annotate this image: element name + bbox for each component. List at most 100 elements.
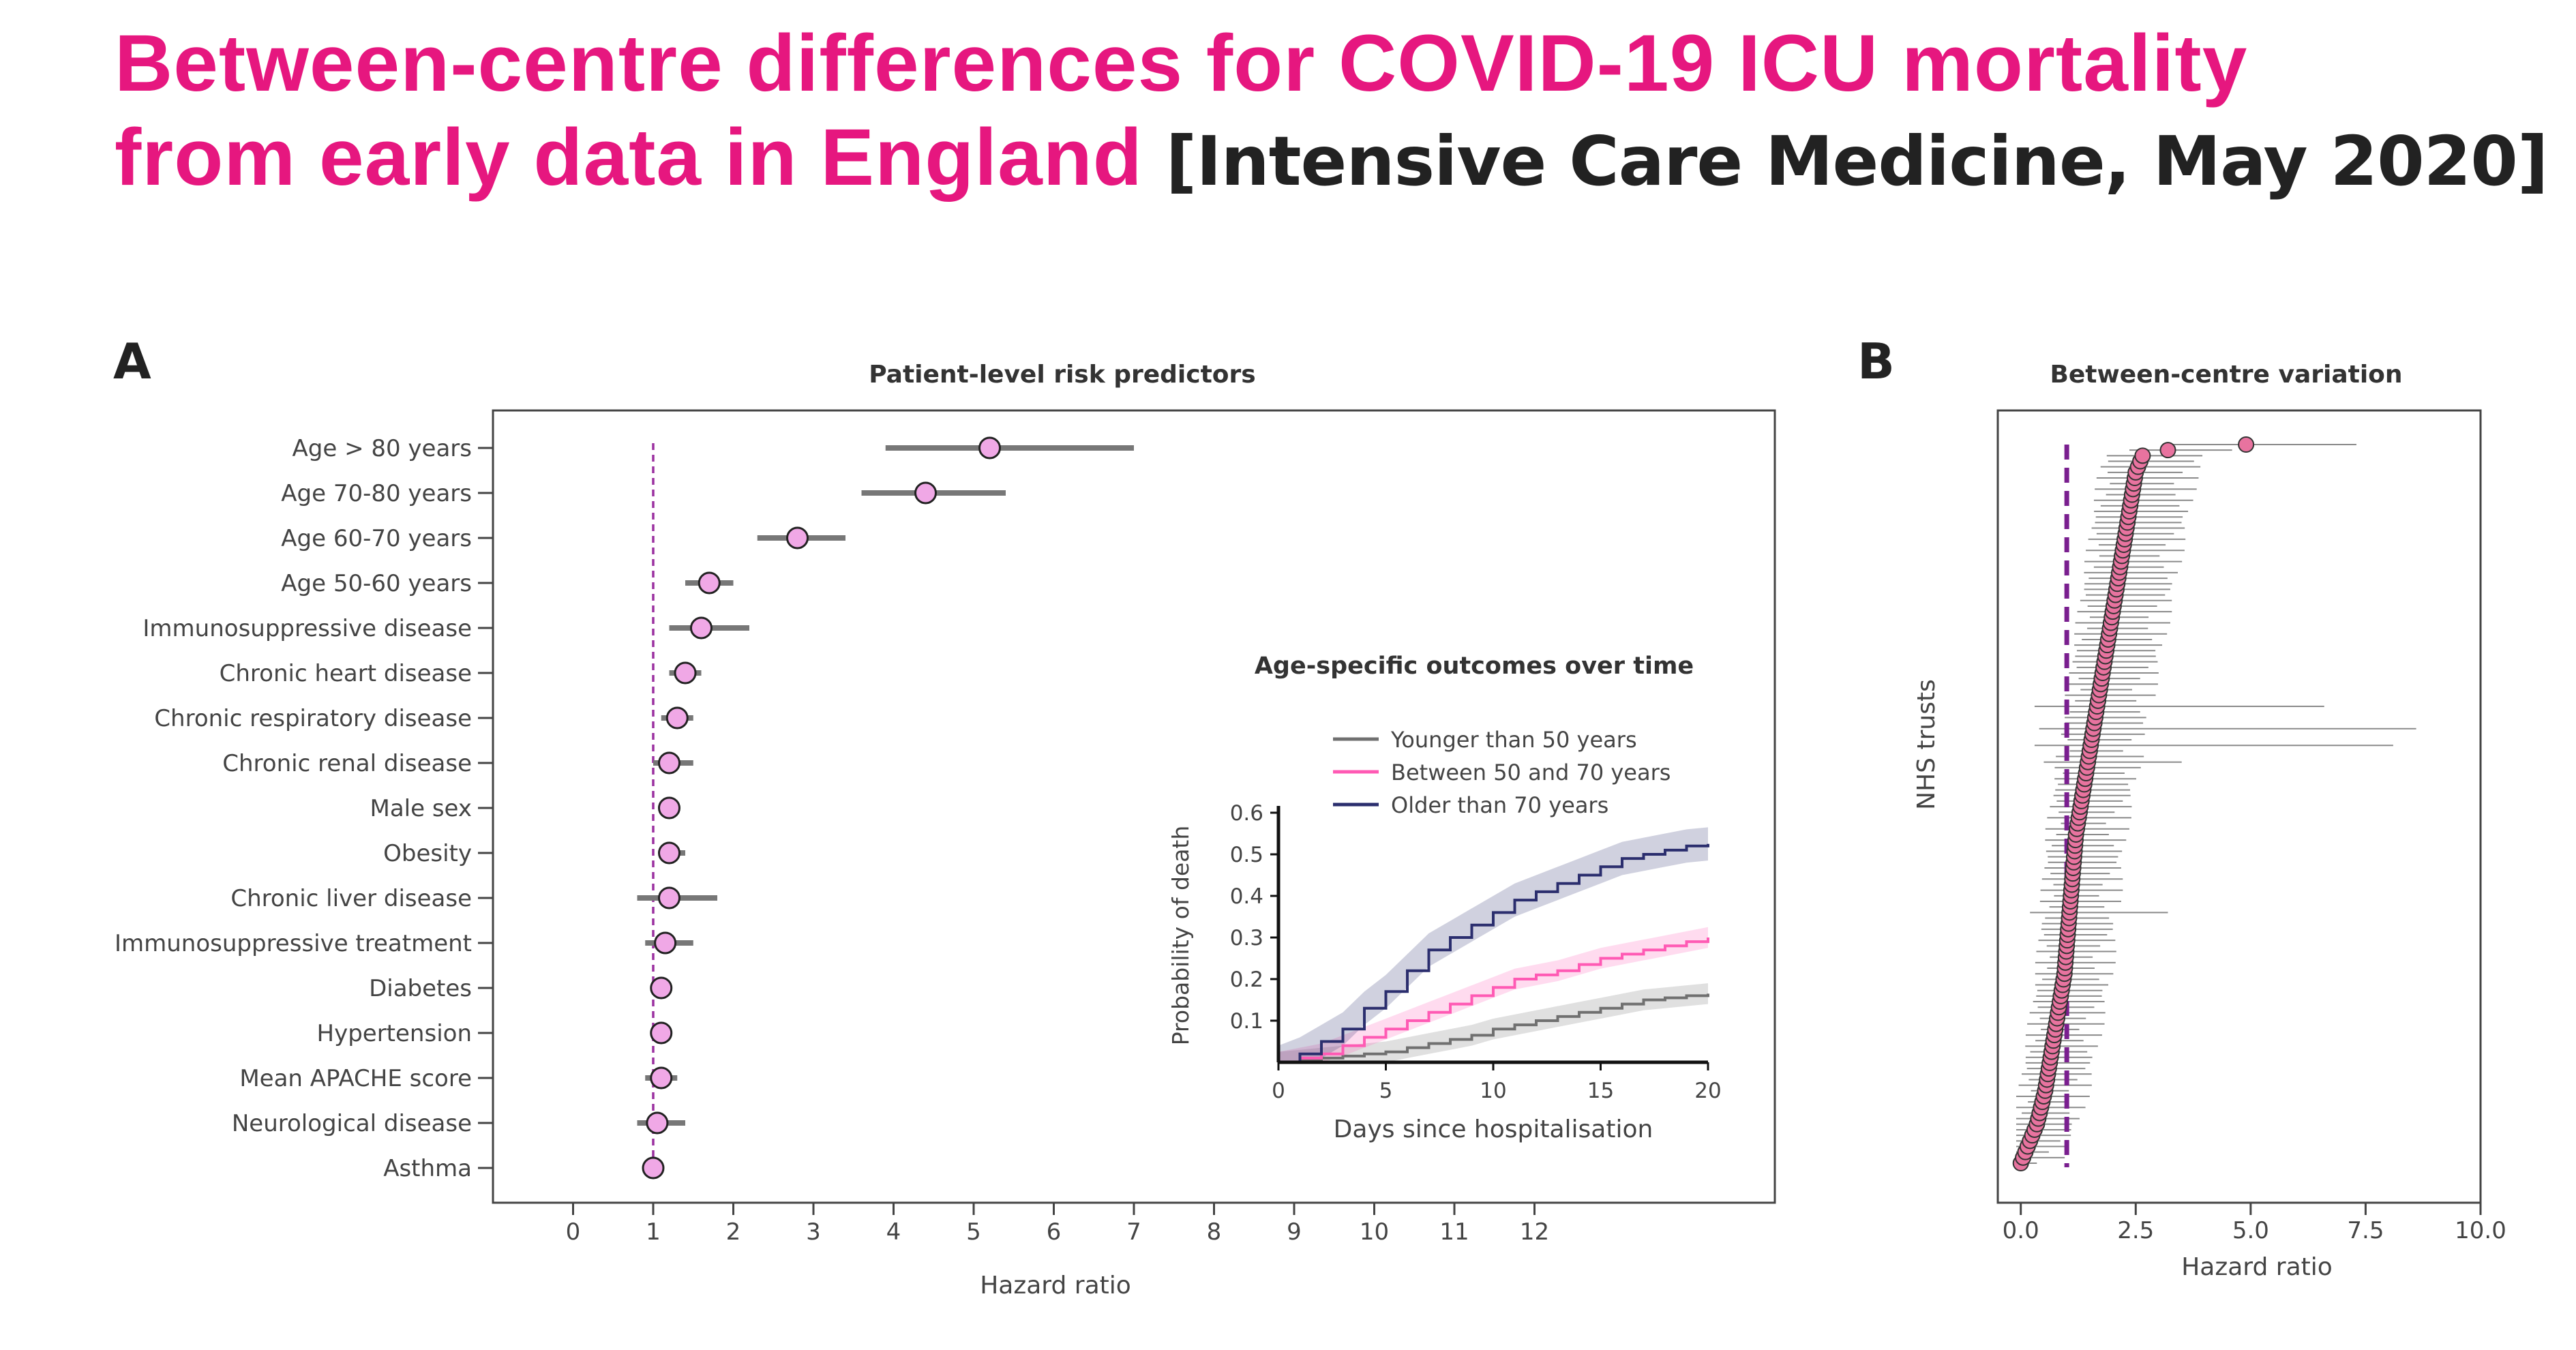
row-label: Age > 80 years	[293, 435, 473, 462]
inset-x-tick-label: 5	[1379, 1079, 1393, 1103]
x-tick-label: 2.5	[2117, 1217, 2154, 1244]
panel-b-points	[2012, 436, 2255, 1171]
panel-a-x-ticks: 0 1 2 3 4 5 6 7 8 9 10 11 12	[566, 1203, 1549, 1246]
hazard-ratio-point	[698, 571, 721, 595]
forest-row: Obesity	[383, 840, 685, 867]
x-tick-label: 0	[566, 1218, 581, 1246]
forest-row: Male sex	[370, 795, 680, 822]
row-label: Mean APACHE score	[239, 1065, 472, 1092]
row-label: Asthma	[383, 1155, 472, 1182]
x-tick-label: 0.0	[2003, 1217, 2039, 1244]
inset-y-tick-label: 0.6	[1230, 801, 1263, 826]
x-tick-label: 9	[1287, 1218, 1302, 1246]
legend-label: Older than 70 years	[1391, 792, 1608, 818]
inset-x-tick-label: 10	[1480, 1079, 1506, 1103]
x-tick-label: 5.0	[2232, 1217, 2269, 1244]
hazard-ratio-point	[658, 796, 680, 820]
x-tick-label: 1	[646, 1218, 661, 1246]
x-tick-label: 12	[1520, 1218, 1549, 1246]
hazard-ratio-point	[786, 526, 809, 550]
hazard-ratio-point	[658, 886, 680, 910]
forest-row: Immunosuppressive disease	[143, 615, 749, 642]
hazard-ratio-point	[665, 706, 689, 730]
inset-y-tick-label: 0.4	[1230, 884, 1263, 909]
panel-b-title: Between-centre variation	[2050, 361, 2402, 389]
panel-a-forest-rows: Age > 80 years Age 70-80 years Age 60-70 y…	[115, 435, 1134, 1182]
inset-title: Age-specific outcomes over time	[1255, 652, 1694, 680]
trust-point	[2134, 447, 2151, 464]
row-label: Age 70-80 years	[281, 480, 472, 507]
legend-entry: Between 50 and 70 years	[1333, 760, 1671, 785]
forest-row: Chronic heart disease	[220, 660, 702, 687]
forest-row: Age > 80 years	[293, 435, 1134, 462]
inset-y-tick-label: 0.5	[1230, 843, 1263, 867]
x-tick-label: 4	[886, 1218, 901, 1246]
row-label: Hypertension	[317, 1020, 472, 1047]
series-line	[1278, 993, 1709, 1064]
forest-row: Age 70-80 years	[281, 480, 1006, 507]
panel-b-x-label: Hazard ratio	[2181, 1253, 2333, 1281]
row-label: Age 50-60 years	[281, 570, 472, 597]
row-label: Chronic liver disease	[230, 885, 472, 912]
hazard-ratio-point	[654, 931, 677, 955]
hazard-ratio-point	[658, 751, 680, 775]
x-tick-label: 11	[1439, 1218, 1469, 1246]
confidence-band	[1278, 983, 1708, 1062]
row-label: Chronic respiratory disease	[154, 705, 472, 732]
hazard-ratio-point	[690, 616, 713, 640]
hazard-ratio-point	[650, 1021, 673, 1045]
panel-a-label: A	[113, 333, 151, 390]
hazard-ratio-point	[650, 1066, 673, 1090]
x-tick-label: 8	[1207, 1218, 1222, 1246]
hazard-ratio-point	[674, 661, 697, 685]
forest-row: Mean APACHE score	[239, 1065, 678, 1092]
inset-x-tick-label: 20	[1694, 1079, 1721, 1103]
x-tick-label: 2	[726, 1218, 741, 1246]
trust-point	[2159, 442, 2176, 459]
forest-row: Age 50-60 years	[281, 570, 734, 597]
inset-x-label: Days since hospitalisation	[1334, 1115, 1653, 1143]
panel-b-x-ticks: 0.0 2.5 5.0 7.5 10.0	[2003, 1203, 2506, 1244]
row-label: Immunosuppressive treatment	[115, 930, 472, 957]
row-label: Male sex	[370, 795, 473, 822]
row-label: Neurological disease	[232, 1110, 472, 1137]
x-tick-label: 7	[1126, 1218, 1141, 1246]
inset-x-tick-label: 15	[1587, 1079, 1614, 1103]
forest-row: Neurological disease	[232, 1110, 685, 1137]
trust-point	[2238, 436, 2255, 453]
series-line	[1278, 937, 1709, 1064]
x-tick-label: 10	[1360, 1218, 1389, 1246]
hazard-ratio-point	[642, 1156, 665, 1180]
forest-row: Chronic respiratory disease	[154, 705, 693, 732]
legend-entry: Older than 70 years	[1333, 792, 1608, 818]
forest-row: Immunosuppressive treatment	[115, 930, 693, 957]
inset-legend: Younger than 50 years Between 50 and 70 y…	[1333, 727, 1671, 818]
hazard-ratio-point	[650, 976, 673, 1000]
inset-y-tick-label: 0.3	[1230, 926, 1263, 950]
x-tick-label: 7.5	[2347, 1217, 2384, 1244]
inset-axes: 0.1 0.2 0.3 0.4 0.5 0.6 0 5 10 15 20	[1230, 801, 1722, 1103]
row-label: Chronic renal disease	[222, 750, 472, 777]
panel-a: A Patient-level risk predictors Age > 80…	[113, 333, 1776, 1300]
inset-chart: Age-specific outcomes over time Younger …	[1167, 652, 1722, 1143]
slide-title: Between-centre differences for COVID-19 …	[115, 16, 2549, 209]
legend-entry: Younger than 50 years	[1333, 727, 1637, 753]
panel-b: B Between-centre variation NHS trusts 0.…	[1857, 333, 2506, 1281]
source-citation: [Intensive Care Medicine, May 2020]	[1165, 121, 2549, 201]
hazard-ratio-point	[658, 841, 680, 865]
panel-b-label: B	[1857, 333, 1895, 390]
x-tick-label: 5	[966, 1218, 981, 1246]
inset-x-tick-label: 0	[1272, 1079, 1285, 1103]
legend-label: Younger than 50 years	[1390, 727, 1637, 753]
inset-y-tick-label: 0.2	[1230, 967, 1263, 992]
inset-confidence-bands	[1278, 827, 1708, 1062]
series-line	[1278, 843, 1709, 1064]
panel-a-x-label: Hazard ratio	[980, 1272, 1131, 1300]
forest-row: Age 60-70 years	[281, 525, 845, 552]
hazard-ratio-point	[978, 436, 1001, 460]
panel-a-title: Patient-level risk predictors	[869, 361, 1255, 389]
row-label: Immunosuppressive disease	[143, 615, 472, 642]
panel-b-y-label: NHS trusts	[1913, 679, 1941, 810]
x-tick-label: 10.0	[2455, 1217, 2506, 1244]
forest-row: Hypertension	[317, 1020, 673, 1047]
